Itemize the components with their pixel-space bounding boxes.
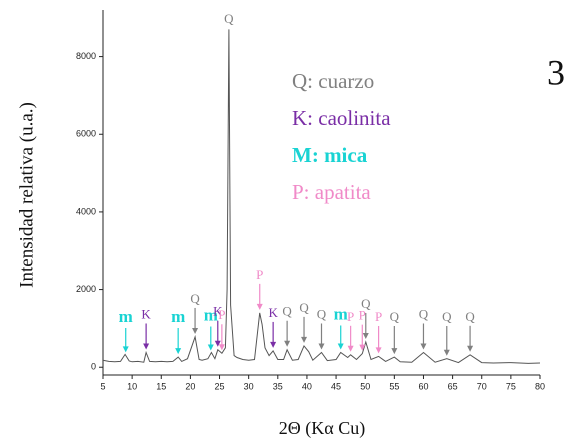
x-tick-label: 80 xyxy=(535,381,545,391)
annotation-arrowhead xyxy=(467,345,474,352)
y-tick-label: 6000 xyxy=(76,129,96,139)
annotation-arrowhead xyxy=(362,332,369,339)
annotation-label: Q xyxy=(299,300,309,315)
annotation-arrowhead xyxy=(347,345,354,352)
annotation-label: P xyxy=(359,308,366,323)
annotation-arrowhead xyxy=(284,340,291,347)
x-tick-label: 55 xyxy=(389,381,399,391)
annotation-arrowhead xyxy=(192,327,199,334)
annotation-arrowhead xyxy=(318,343,325,350)
panel-label: 3 xyxy=(547,52,565,92)
annotation-label: P xyxy=(347,309,354,324)
annotation-label: Q xyxy=(317,306,327,321)
annotation-label: Q xyxy=(465,309,475,324)
annotation-arrowhead xyxy=(207,344,214,351)
y-tick-label: 2000 xyxy=(76,284,96,294)
y-tick-label: 0 xyxy=(91,362,96,372)
annotation-arrowhead xyxy=(214,340,221,347)
annotation-label: Q xyxy=(224,11,234,26)
y-tick-label: 8000 xyxy=(76,51,96,61)
x-tick-label: 40 xyxy=(302,381,312,391)
annotation-arrowhead xyxy=(301,336,308,343)
x-tick-label: 65 xyxy=(448,381,458,391)
x-tick-label: 50 xyxy=(360,381,370,391)
legend-entry: P: apatita xyxy=(292,180,371,204)
annotation-arrowhead xyxy=(359,344,366,351)
legend-entry: Q: cuarzo xyxy=(292,69,374,93)
annotation-label: P xyxy=(218,307,225,322)
y-axis-label: Intensidad relativa (u.a.) xyxy=(16,102,37,288)
annotation-arrowhead xyxy=(218,344,225,351)
annotation-label: K xyxy=(213,304,223,319)
x-tick-label: 60 xyxy=(418,381,428,391)
x-tick-label: 70 xyxy=(477,381,487,391)
x-axis-label: 2Θ (Kα Cu) xyxy=(279,418,365,439)
x-tick-label: 20 xyxy=(185,381,195,391)
annotation-label: m xyxy=(171,307,185,326)
x-tick-label: 25 xyxy=(215,381,225,391)
annotation-label: Q xyxy=(361,296,371,311)
annotation-label: Q xyxy=(419,306,429,321)
annotation-label: Q xyxy=(442,309,452,324)
x-tick-label: 5 xyxy=(100,381,105,391)
annotation-arrowhead xyxy=(443,349,450,356)
annotation-arrowhead xyxy=(122,346,129,353)
y-tick-label: 4000 xyxy=(76,206,96,216)
annotation-label: K xyxy=(268,305,278,320)
x-tick-label: 45 xyxy=(331,381,341,391)
annotation-arrowhead xyxy=(175,348,182,355)
x-tick-label: 15 xyxy=(156,381,166,391)
data-line xyxy=(102,29,541,364)
annotation-label: K xyxy=(141,306,151,321)
annotation-label: Q xyxy=(282,304,292,319)
annotation-label: m xyxy=(119,307,133,326)
annotation-label: P xyxy=(256,267,263,282)
annotation-arrowhead xyxy=(375,347,382,354)
x-tick-label: 30 xyxy=(244,381,254,391)
annotation-arrowhead xyxy=(391,348,398,355)
annotation-label: Q xyxy=(390,309,400,324)
annotation-arrowhead xyxy=(337,343,344,350)
annotation-arrowhead xyxy=(420,343,427,350)
x-tick-label: 75 xyxy=(506,381,516,391)
x-tick-label: 10 xyxy=(127,381,137,391)
x-tick-label: 35 xyxy=(273,381,283,391)
annotation-label: P xyxy=(375,309,382,324)
legend-entry: K: caolinita xyxy=(292,106,391,130)
legend-entry: M: mica xyxy=(292,143,368,167)
annotation-arrowhead xyxy=(270,341,277,348)
annotation-label: m xyxy=(204,305,218,324)
annotation-arrowhead xyxy=(143,343,150,350)
annotation-label: m xyxy=(334,304,348,323)
annotation-label: Q xyxy=(190,291,200,306)
annotation-arrowhead xyxy=(256,303,263,310)
